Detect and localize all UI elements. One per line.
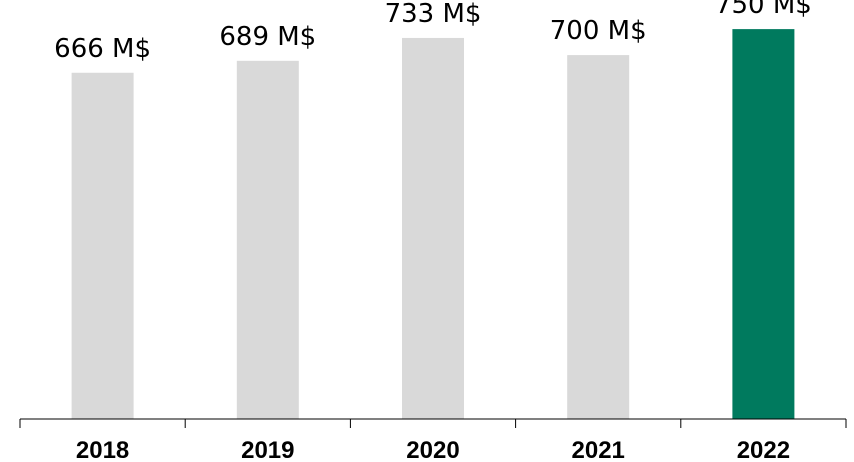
x-tick-label-2021: 2021	[572, 437, 625, 462]
x-tick-label-2019: 2019	[241, 437, 294, 462]
x-axis-ticks	[19, 419, 847, 428]
value-label-2021: 700 M$	[550, 16, 647, 46]
bar-2022	[732, 29, 795, 419]
bar-2019	[236, 60, 299, 420]
value-labels-group: 666 M$ 689 M$ 733 M$ 700 M$ 750 M$	[54, 0, 812, 64]
value-label-2020: 733 M$	[385, 0, 482, 29]
bar-2020	[402, 37, 464, 420]
value-label-2022: 750 M$	[715, 0, 812, 20]
x-tick-label-2020: 2020	[406, 437, 459, 462]
bar-2021	[567, 55, 630, 419]
x-axis-tick-labels: 2018 2019 2020 2021 2022	[76, 437, 790, 462]
x-tick-label-2018: 2018	[76, 437, 129, 462]
x-tick-label-2022: 2022	[737, 437, 790, 462]
bar-2018	[71, 72, 134, 419]
value-label-2018: 666 M$	[54, 34, 151, 64]
bars-group	[71, 29, 795, 420]
value-label-2019: 689 M$	[219, 22, 316, 52]
